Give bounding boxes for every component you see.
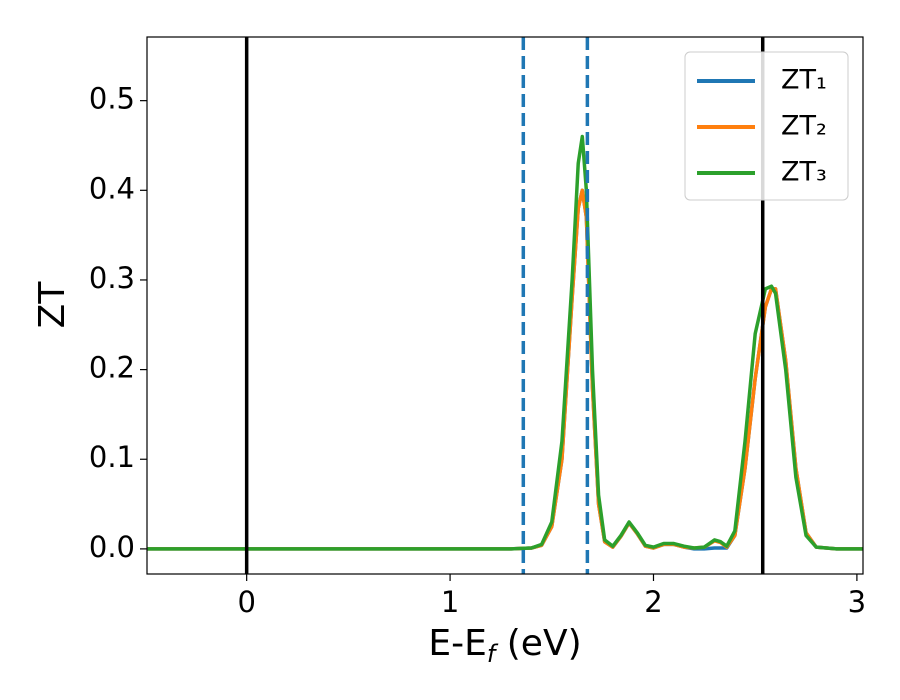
plot-frame bbox=[146, 36, 864, 575]
y-tick-label: 0.5 bbox=[89, 82, 135, 116]
y-axis-label: ZT bbox=[32, 281, 73, 329]
legend-label: ZT₁ bbox=[781, 65, 827, 96]
x-label-main: E-E bbox=[428, 623, 486, 664]
y-tick-label: 0.1 bbox=[89, 440, 135, 474]
plot-area bbox=[147, 37, 863, 574]
legend-box bbox=[684, 51, 849, 201]
x-tick-label: 3 bbox=[848, 585, 866, 619]
y-tick-label: 0.4 bbox=[89, 171, 135, 205]
series-line bbox=[147, 134, 863, 551]
legend-label: ZT₃ bbox=[781, 157, 827, 188]
x-tick-label: 1 bbox=[441, 585, 459, 619]
y-tick-label: 0.2 bbox=[89, 351, 135, 385]
series-line bbox=[147, 188, 863, 551]
x-axis-label: E-Ef (eV) bbox=[428, 623, 581, 668]
x-tick-label: 0 bbox=[237, 585, 255, 619]
x-label-unit: (eV) bbox=[495, 623, 581, 664]
x-tick-label: 2 bbox=[644, 585, 662, 619]
y-tick-label: 0.3 bbox=[89, 261, 135, 295]
y-tick-label: 0.0 bbox=[89, 530, 135, 564]
legend-label: ZT₂ bbox=[781, 111, 827, 142]
